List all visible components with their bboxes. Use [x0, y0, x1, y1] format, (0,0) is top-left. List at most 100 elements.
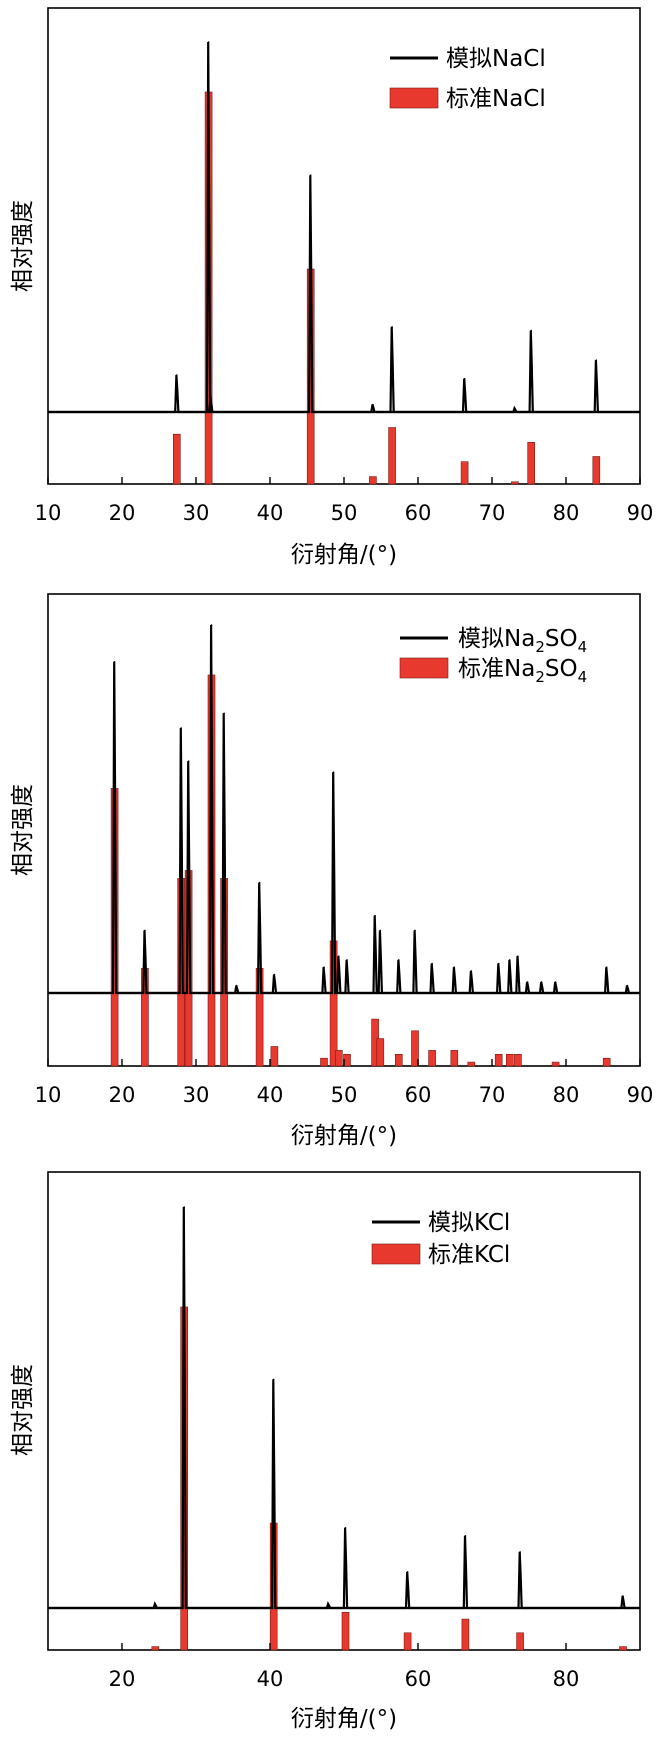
- x-tick-label-nacl-30: 30: [183, 501, 210, 525]
- x-tick-label-na2so4-40: 40: [257, 1083, 284, 1107]
- simulated-peak-na2so4-3: [187, 760, 190, 762]
- standard-bar-na2so4-19: [494, 1054, 503, 1067]
- simulated-peak-na2so4-14: [379, 929, 382, 932]
- simulated-peak-kcl-4: [344, 1527, 347, 1529]
- standard-bar-nacl-8: [592, 456, 601, 485]
- standard-bar-na2so4-14: [394, 1054, 403, 1067]
- simulated-pattern-line-kcl: [48, 1206, 640, 1610]
- standard-bar-na2so4-6: [255, 967, 264, 1067]
- standard-bar-nacl-5: [460, 461, 469, 485]
- panel-kcl: 20 40 60 80 相对强度 衍射角/(°) 模拟KCl 标准KCl: [10, 1171, 641, 1732]
- legend-simulated-label-nacl: 模拟NaCl: [446, 46, 546, 72]
- simulated-peak-na2so4-10: [332, 771, 335, 773]
- standard-bar-na2so4-8: [320, 1057, 328, 1067]
- legend-nacl: 模拟NaCl 标准NaCl: [389, 46, 546, 112]
- simulated-peak-na2so4-27: [626, 984, 629, 987]
- simulated-peak-na2so4-4: [210, 624, 213, 626]
- x-axis-ticks-na2so4: 10 20 30 40 50 60 70 80 90: [35, 1059, 654, 1107]
- simulated-peak-na2so4-24: [540, 981, 543, 983]
- x-tick-label-nacl-70: 70: [479, 501, 506, 525]
- simulated-peak-kcl-7: [519, 1551, 521, 1553]
- simulated-pattern-line-nacl: [48, 41, 640, 414]
- x-tick-label-nacl-50: 50: [331, 501, 358, 525]
- simulated-peak-na2so4-23: [526, 981, 529, 983]
- standard-bar-kcl-0: [151, 1646, 160, 1651]
- simulated-peak-na2so4-25: [554, 981, 557, 983]
- standard-bar-kcl-5: [461, 1618, 470, 1651]
- x-axis-ticks-kcl: 20 40 60 80: [109, 1643, 580, 1691]
- x-tick-label-kcl-20: 20: [109, 1667, 136, 1691]
- simulated-peak-kcl-1: [183, 1206, 185, 1208]
- standard-bar-na2so4-22: [551, 1061, 560, 1067]
- x-tick-label-nacl-90: 90: [627, 501, 654, 525]
- standard-bars-na2so4: [110, 674, 611, 1067]
- x-tick-label-nacl-80: 80: [553, 501, 580, 525]
- simulated-peak-kcl-5: [406, 1571, 409, 1573]
- x-tick-label-kcl-40: 40: [257, 1667, 284, 1691]
- standard-bar-nacl-7: [527, 441, 536, 485]
- x-tick-label-nacl-60: 60: [405, 501, 432, 525]
- standard-bar-nacl-4: [388, 427, 396, 485]
- standard-bar-na2so4-15: [411, 1030, 419, 1067]
- simulated-peak-nacl-9: [595, 359, 598, 362]
- panel-na2so4: 10 20 30 40 50 60 70 80 90 相对强度 衍射角/(°) 模拟Na2SO4…: [10, 593, 654, 1149]
- x-tick-label-kcl-60: 60: [405, 1667, 432, 1691]
- standard-bar-kcl-4: [403, 1632, 412, 1651]
- simulated-peak-nacl-5: [391, 326, 393, 328]
- legend-na2so4: 模拟Na2SO4 标准Na2SO4: [399, 626, 587, 686]
- legend-kcl: 模拟KCl 标准KCl: [371, 1210, 510, 1268]
- standard-bar-na2so4-16: [428, 1050, 436, 1067]
- standard-bar-na2so4-18: [467, 1061, 476, 1067]
- simulated-peak-nacl-2: [210, 396, 212, 399]
- legend-bar-swatch-kcl: [371, 1243, 421, 1265]
- simulated-peak-nacl-8: [530, 329, 532, 332]
- simulated-peak-na2so4-6: [235, 984, 238, 987]
- standard-bar-na2so4-23: [602, 1057, 611, 1067]
- simulated-pattern-line-na2so4: [48, 624, 640, 995]
- legend-standard-label-nacl: 标准NaCl: [446, 86, 546, 112]
- simulated-peak-na2so4-18: [453, 966, 456, 968]
- legend-simulated-label-na2so4: 模拟Na2SO4: [458, 626, 587, 656]
- x-tick-label-na2so4-70: 70: [479, 1083, 506, 1107]
- legend-standard-label-kcl: 标准KCl: [428, 1242, 510, 1268]
- simulated-peak-na2so4-20: [497, 962, 500, 965]
- simulated-peak-na2so4-0: [113, 661, 116, 663]
- x-axis-label-kcl: 衍射角/(°): [291, 1706, 397, 1732]
- simulated-peak-na2so4-17: [431, 962, 433, 965]
- standard-bar-nacl-3: [369, 476, 377, 485]
- x-tick-label-na2so4-90: 90: [627, 1083, 654, 1107]
- simulated-peak-na2so4-15: [398, 959, 400, 961]
- simulated-peak-na2so4-2: [180, 727, 182, 729]
- panel-nacl: 10 20 30 40 50 60 70 80 90 相对强度 衍射角/(°) 模拟NaCl 标…: [10, 7, 654, 568]
- x-tick-label-kcl-80: 80: [553, 1667, 580, 1691]
- simulated-peak-kcl-2: [272, 1378, 275, 1381]
- x-tick-label-nacl-10: 10: [35, 501, 62, 525]
- x-tick-label-na2so4-80: 80: [553, 1083, 580, 1107]
- x-tick-label-na2so4-10: 10: [35, 1083, 62, 1107]
- x-tick-label-na2so4-30: 30: [183, 1083, 210, 1107]
- simulated-peak-na2so4-11: [338, 955, 340, 957]
- standard-bar-na2so4-20: [505, 1054, 514, 1067]
- standard-bar-nacl-0: [173, 433, 181, 485]
- x-tick-label-na2so4-20: 20: [109, 1083, 136, 1107]
- standard-bar-na2so4-7: [270, 1046, 279, 1067]
- standard-bar-kcl-6: [516, 1632, 524, 1651]
- simulated-peak-nacl-3: [309, 174, 312, 176]
- standard-bar-na2so4-10: [334, 1050, 343, 1067]
- standard-bar-kcl-3: [341, 1612, 350, 1651]
- legend-standard-label-na2so4: 标准Na2SO4: [458, 656, 587, 686]
- legend-bar-swatch-nacl: [389, 87, 439, 109]
- simulated-peak-na2so4-5: [223, 712, 225, 715]
- legend-bar-swatch-na2so4: [399, 657, 449, 679]
- x-axis-label-na2so4: 衍射角/(°): [291, 1123, 397, 1149]
- simulated-peak-na2so4-22: [517, 955, 519, 957]
- simulated-peak-nacl-4: [372, 403, 374, 406]
- simulated-peak-na2so4-8: [273, 973, 276, 976]
- standard-bar-na2so4-17: [450, 1050, 459, 1067]
- standard-bar-na2so4-13: [376, 1038, 385, 1067]
- simulated-peak-nacl-0: [176, 374, 178, 376]
- standard-bar-na2so4-9: [329, 940, 338, 1067]
- x-axis-ticks-nacl: 10 20 30 40 50 60 70 80 90: [35, 477, 654, 525]
- standard-bar-kcl-7: [619, 1646, 627, 1651]
- y-axis-label-na2so4: 相对强度: [10, 784, 36, 876]
